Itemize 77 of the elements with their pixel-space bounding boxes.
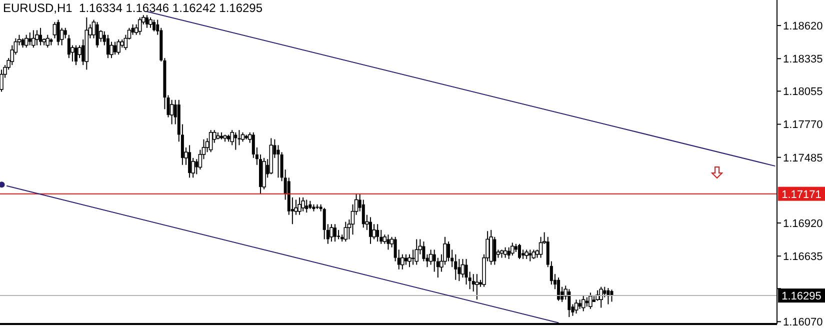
candlestick bbox=[344, 221, 348, 242]
candlestick bbox=[581, 294, 586, 312]
candlestick bbox=[64, 27, 67, 39]
candlestick bbox=[603, 286, 606, 298]
candlestick bbox=[238, 130, 241, 146]
candlestick bbox=[475, 274, 479, 300]
y-tick-label: 1.18335 bbox=[783, 54, 823, 66]
candlestick bbox=[305, 199, 308, 214]
candlestick bbox=[145, 14, 148, 28]
candlestick bbox=[574, 299, 578, 314]
candlestick bbox=[518, 243, 521, 260]
candlestick bbox=[138, 16, 142, 36]
y-tick-label: 1.16920 bbox=[783, 218, 823, 230]
candlestick bbox=[400, 254, 404, 270]
candlestick bbox=[234, 132, 238, 150]
candlestick bbox=[507, 246, 510, 260]
candlestick bbox=[588, 292, 592, 310]
candlestick bbox=[131, 24, 134, 36]
candlestick bbox=[230, 130, 234, 146]
candlestick bbox=[170, 99, 174, 125]
candlestick bbox=[578, 299, 582, 310]
candlestick bbox=[464, 258, 468, 286]
candlestick bbox=[21, 38, 24, 48]
candlestick bbox=[114, 41, 117, 56]
candlestick bbox=[568, 288, 571, 318]
candlestick bbox=[458, 258, 461, 282]
candlestick bbox=[334, 224, 337, 242]
candlestick bbox=[493, 236, 496, 266]
candlestick bbox=[208, 130, 213, 153]
candlestick bbox=[276, 144, 280, 178]
candlestick bbox=[528, 249, 532, 262]
candlestick bbox=[376, 224, 380, 242]
candlestick bbox=[240, 132, 245, 142]
candlestick bbox=[32, 30, 36, 48]
ref-line-label: 1.17171 bbox=[782, 188, 822, 201]
candlestick bbox=[24, 34, 28, 48]
candlestick bbox=[522, 249, 525, 260]
candlestick bbox=[599, 286, 604, 308]
candlestick bbox=[96, 22, 99, 48]
candlestick bbox=[330, 224, 334, 242]
candlestick bbox=[557, 277, 560, 302]
candlestick bbox=[422, 241, 426, 262]
candlestick bbox=[52, 22, 57, 39]
candlestick bbox=[538, 236, 543, 258]
candlestick bbox=[454, 254, 458, 280]
candlestick bbox=[152, 19, 156, 32]
candlestick bbox=[67, 34, 70, 59]
candlestick bbox=[414, 238, 419, 266]
candlestick bbox=[188, 144, 192, 178]
candlestick bbox=[39, 27, 42, 46]
candlestick bbox=[106, 34, 110, 59]
candlestick bbox=[116, 38, 120, 56]
candlestick bbox=[148, 16, 152, 28]
ref-line-label: 1.16295 bbox=[782, 290, 822, 303]
y-tick-label: 1.18055 bbox=[783, 86, 823, 98]
candlestick bbox=[46, 34, 50, 48]
candlestick bbox=[510, 242, 514, 256]
y-tick-label: 1.18620 bbox=[783, 20, 823, 32]
chart-title: EURUSD,H1 1.16334 1.16346 1.16242 1.16295 bbox=[3, 1, 263, 15]
candlestick bbox=[301, 196, 305, 212]
candlestick bbox=[35, 30, 39, 46]
candlestick bbox=[28, 32, 32, 46]
candlestick bbox=[404, 254, 408, 266]
y-tick-label: 1.16070 bbox=[783, 316, 823, 329]
candlestick bbox=[337, 229, 340, 240]
candlestick bbox=[368, 216, 372, 244]
candlestick bbox=[532, 249, 536, 260]
candlestick bbox=[386, 234, 390, 250]
y-tick-label: 1.16635 bbox=[783, 250, 823, 263]
candlestick bbox=[74, 44, 78, 66]
y-tick-label: 1.17485 bbox=[783, 152, 823, 164]
candlestick bbox=[322, 207, 326, 240]
candlestick bbox=[298, 196, 302, 216]
y-tick-label: 1.17770 bbox=[783, 119, 823, 132]
candlestick bbox=[524, 249, 528, 260]
candlestick bbox=[56, 19, 60, 46]
candlestick bbox=[408, 254, 412, 268]
